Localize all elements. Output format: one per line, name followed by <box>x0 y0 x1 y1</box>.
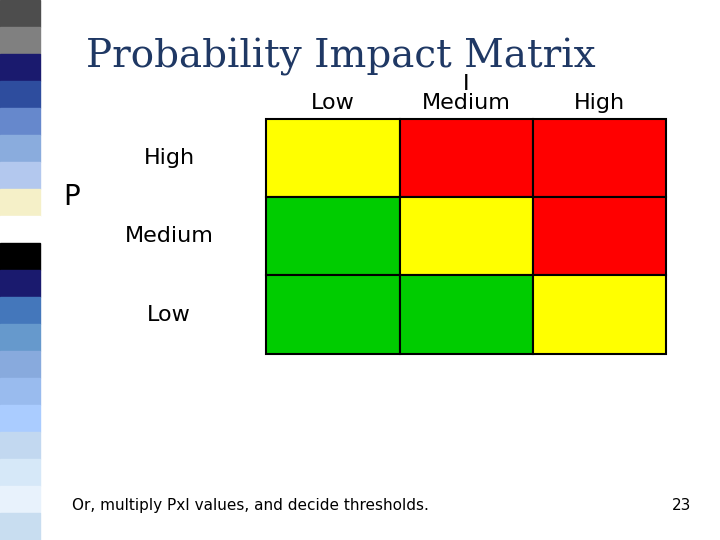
Text: Low: Low <box>311 93 355 113</box>
Text: High: High <box>574 148 625 167</box>
Text: High: High <box>143 148 195 168</box>
Text: Low: Low <box>444 305 488 324</box>
Text: Low: Low <box>148 305 191 325</box>
Text: High: High <box>574 227 625 246</box>
Text: Medium: Medium <box>289 148 377 167</box>
Text: High: High <box>441 148 492 167</box>
Text: Medium: Medium <box>125 226 214 246</box>
Text: 23: 23 <box>672 498 691 513</box>
Text: Medium: Medium <box>423 227 510 246</box>
Text: High: High <box>574 93 625 113</box>
Text: Medium: Medium <box>556 305 643 324</box>
Text: Medium: Medium <box>422 93 510 113</box>
Text: Probability Impact Matrix: Probability Impact Matrix <box>86 38 596 76</box>
Text: I: I <box>463 75 469 94</box>
Text: Low: Low <box>311 305 355 324</box>
Text: Or, multiply PxI values, and decide thresholds.: Or, multiply PxI values, and decide thre… <box>72 498 429 513</box>
Text: P: P <box>63 183 81 211</box>
Text: Low: Low <box>311 227 355 246</box>
